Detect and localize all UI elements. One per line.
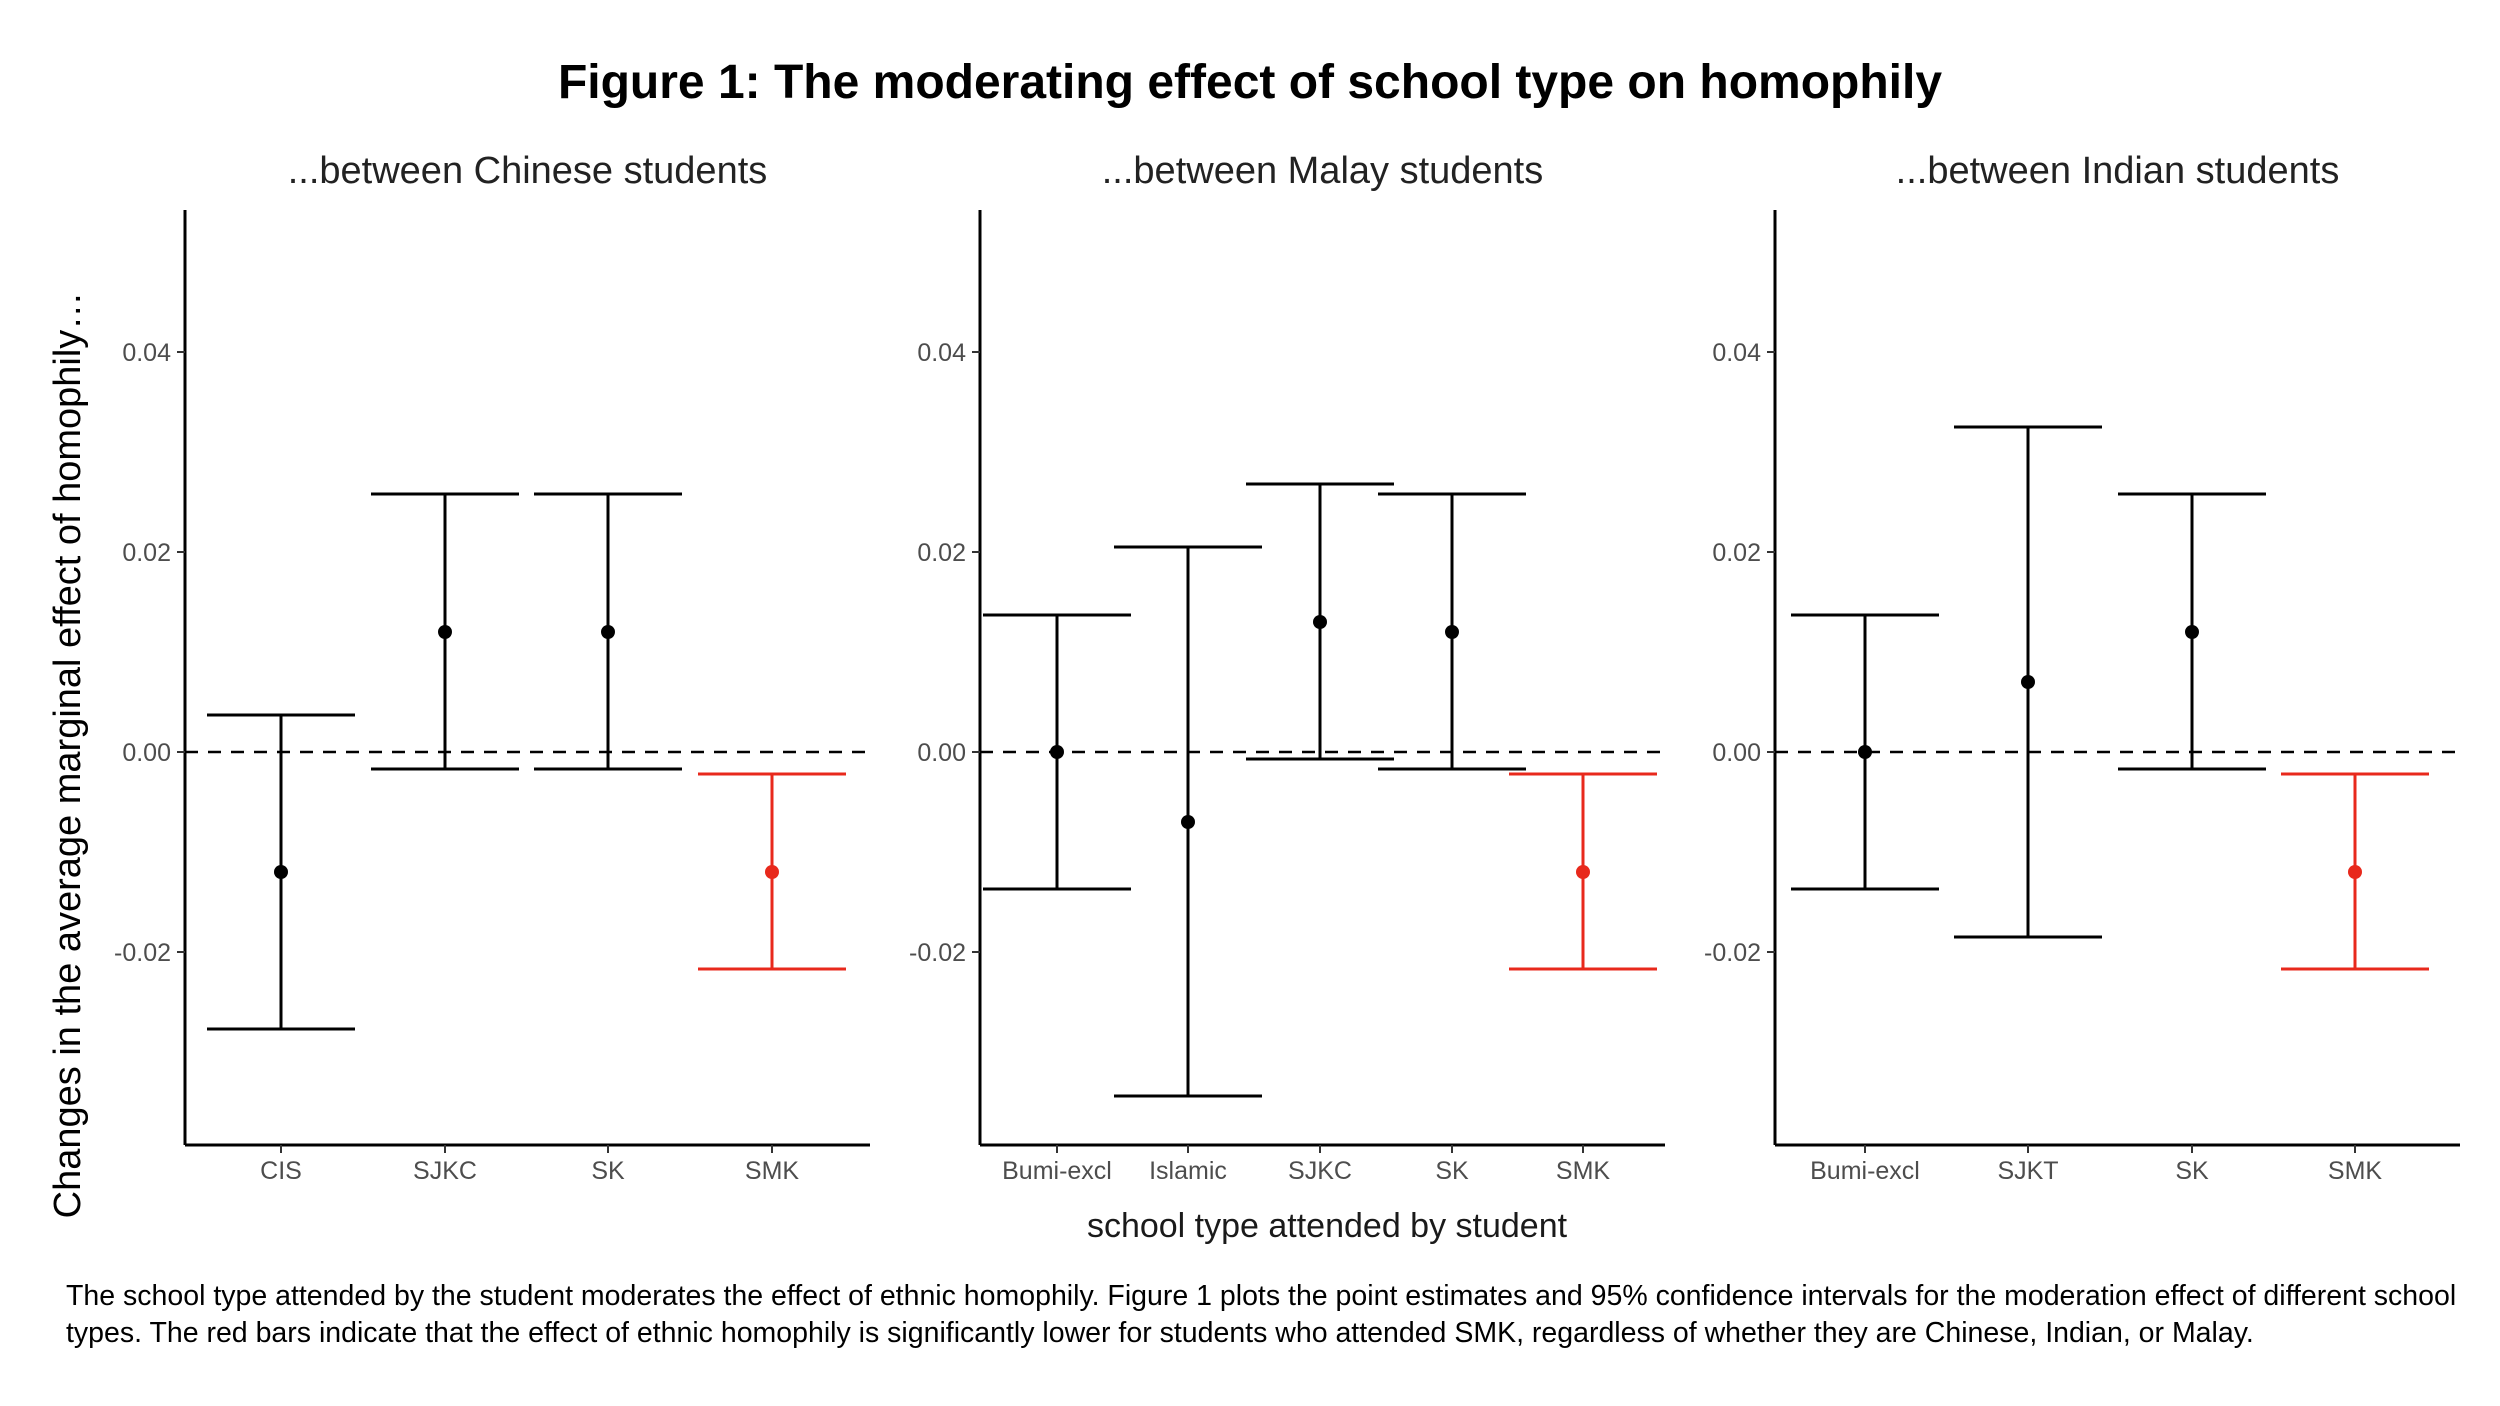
x-tick-label: SK [2175, 1157, 2209, 1185]
y-tick-label: 0.00 [917, 739, 966, 767]
point-estimate-sk [2185, 625, 2199, 639]
errorbar-chart: Changes in the average marginal effect o… [47, 150, 2460, 1245]
y-tick-label: 0.04 [122, 339, 171, 367]
panel-2: ...between Malay students -0.02 0.00 0.02 0.… [909, 150, 1665, 1185]
x-tick-label: Bumi-excl [1810, 1157, 1920, 1185]
x-tick-label: SMK [745, 1157, 800, 1185]
point-estimate-bumi-excl [1858, 745, 1872, 759]
point-estimate-sjkc [438, 625, 452, 639]
point-estimate-smk [765, 865, 779, 879]
x-tick-label: SJKT [1997, 1157, 2058, 1185]
y-tick-label: -0.02 [114, 939, 171, 967]
x-axis-label: school type attended by student [1087, 1207, 1568, 1245]
point-estimate-smk [1576, 865, 1590, 879]
y-tick-label: 0.00 [122, 739, 171, 767]
x-tick-label: SMK [2328, 1157, 2383, 1185]
x-tick-label: SK [1435, 1157, 1469, 1185]
point-estimate-smk [2348, 865, 2362, 879]
panel-title: ...between Indian students [1896, 150, 2340, 192]
point-estimate-sk [601, 625, 615, 639]
figure-title: Figure 1: The moderating effect of schoo… [557, 56, 1943, 109]
figure-caption: The school type attended by the student … [66, 1280, 2457, 1349]
y-tick-label: 0.04 [917, 339, 966, 367]
y-tick-label: -0.02 [909, 939, 966, 967]
y-tick-label: -0.02 [1704, 939, 1761, 967]
x-tick-label: SK [591, 1157, 625, 1185]
x-tick-label: CIS [260, 1157, 302, 1185]
panel-title: ...between Chinese students [288, 150, 768, 192]
y-axis-label: Changes in the average marginal effect o… [47, 292, 89, 1219]
point-estimate-sk [1445, 625, 1459, 639]
x-tick-label: Bumi-excl [1002, 1157, 1112, 1185]
y-tick-label: 0.02 [917, 539, 966, 567]
x-tick-label: SMK [1556, 1157, 1611, 1185]
y-tick-label: 0.02 [122, 539, 171, 567]
x-tick-label: Islamic [1149, 1157, 1227, 1185]
panel-1: ...between Chinese students -0.02 0.00 0.02… [114, 150, 870, 1185]
y-tick-label: 0.04 [1712, 339, 1761, 367]
y-tick-label: 0.00 [1712, 739, 1761, 767]
point-estimate-islamic [1181, 815, 1195, 829]
point-estimate-sjkt [2021, 675, 2035, 689]
panel-title: ...between Malay students [1102, 150, 1543, 192]
y-tick-label: 0.02 [1712, 539, 1761, 567]
point-estimate-cis [274, 865, 288, 879]
point-estimate-bumi-excl [1050, 745, 1064, 759]
x-tick-label: SJKC [1288, 1157, 1352, 1185]
panel-3: ...between Indian students -0.02 0.00 0.02 0… [1704, 150, 2460, 1185]
point-estimate-sjkc [1313, 615, 1327, 629]
x-tick-label: SJKC [413, 1157, 477, 1185]
